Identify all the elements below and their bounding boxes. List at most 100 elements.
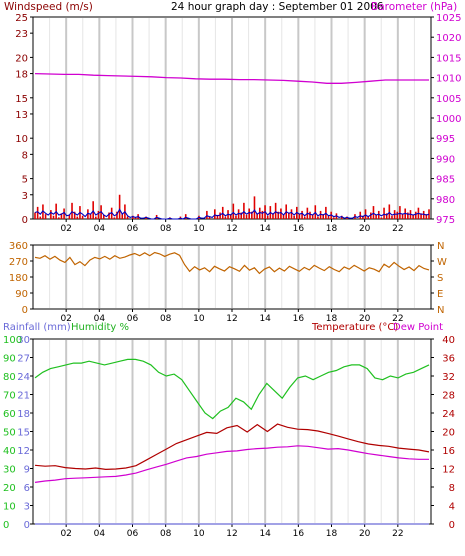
temperature-axis-tick-label: 20 <box>442 428 455 439</box>
rainfall-axis-tick-label: 24 <box>17 372 30 383</box>
humidity-axis-tick-label: 80 <box>3 372 16 383</box>
windspeed-axis-tick-label: 25 <box>15 13 28 24</box>
direction-x-tick-label: 06 <box>127 314 139 324</box>
windspeed-axis-tick-label: 8 <box>22 150 28 161</box>
climate-x-tick-label: 04 <box>94 529 106 539</box>
climate-x-tick-label: 02 <box>60 529 71 539</box>
direction-degrees-axis-tick-label: 360 <box>9 241 28 252</box>
direction-x-tick-label: 04 <box>94 314 106 324</box>
direction-x-tick-label: 22 <box>392 314 403 324</box>
wind-x-tick-label: 04 <box>94 224 106 234</box>
temperature-axis-tick-label: 32 <box>442 372 455 383</box>
direction-x-tick-label: 10 <box>193 314 205 324</box>
climate-x-tick-label: 20 <box>359 529 371 539</box>
humidity-axis-title: Humidity % <box>71 322 129 333</box>
wind-x-tick-label: 06 <box>127 224 139 234</box>
wind-barometer-panel: 02 04 06 08 10 12 14 16 18 20 22 0 3 5 8 10 13 15 18 20 23 25… <box>15 13 461 234</box>
humidity-axis-tick-label: 10 <box>3 502 16 513</box>
dewpoint-axis-title: Dew Point <box>393 322 443 333</box>
barometer-axis-tick-label: 1000 <box>436 114 461 125</box>
humidity-axis-tick-label: 0 <box>3 520 9 531</box>
direction-x-tick-label: 08 <box>160 314 172 324</box>
climate-x-tick-label: 22 <box>392 529 403 539</box>
direction-degrees-axis-tick-label: 270 <box>9 257 28 268</box>
temperature-axis-tick-label: 24 <box>442 409 455 420</box>
windspeed-axis-tick-label: 18 <box>15 70 28 81</box>
climate-x-tick-label: 10 <box>193 529 205 539</box>
barometer-axis-tick-label: 1005 <box>436 94 461 105</box>
climate-x-tick-label: 14 <box>259 529 271 539</box>
direction-compass-axis-tick-label: S <box>437 273 443 284</box>
climate-x-tick-label: 06 <box>127 529 139 539</box>
barometer-line <box>34 72 429 84</box>
direction-degrees-axis-tick-label: 90 <box>15 289 28 300</box>
dewpoint-line <box>34 445 429 483</box>
direction-x-tick-label: 02 <box>60 314 71 324</box>
direction-compass-axis-tick-label: N <box>437 305 444 316</box>
windspeed-axis-tick-label: 10 <box>15 134 28 145</box>
barometer-axis-title: Barometer (hPa) <box>371 1 457 13</box>
windspeed-axis-title: Windspeed (m/s) <box>4 1 93 13</box>
direction-compass-axis-tick-label: E <box>437 289 443 300</box>
direction-x-tick-label: 18 <box>326 314 338 324</box>
humidity-axis-tick-label: 20 <box>3 483 16 494</box>
humidity-axis-tick-label: 70 <box>3 391 16 402</box>
rainfall-axis-title: Rainfall (mm) <box>3 322 71 333</box>
wind-x-tick-label: 14 <box>259 224 271 234</box>
temperature-axis-title: Temperature (°C) <box>311 322 398 333</box>
wind-x-tick-label: 22 <box>392 224 403 234</box>
rainfall-axis-tick-label: 15 <box>17 428 30 439</box>
climate-x-tick-label: 12 <box>226 529 237 539</box>
windspeed-axis-tick-label: 23 <box>15 29 28 40</box>
direction-x-tick-label: 20 <box>359 314 371 324</box>
wind-direction-line <box>34 251 430 275</box>
humidity-axis-tick-label: 60 <box>3 409 16 420</box>
direction-compass-axis-tick-label: W <box>437 257 447 268</box>
direction-x-tick-label: 14 <box>259 314 271 324</box>
windspeed-axis-tick-label: 15 <box>15 94 28 105</box>
windspeed-axis-tick-label: 3 <box>22 191 28 202</box>
wind-x-tick-label: 08 <box>160 224 172 234</box>
graph-title: 24 hour graph day : September 01 2006 <box>171 1 384 13</box>
wind-x-tick-label: 20 <box>359 224 371 234</box>
wind-x-tick-label: 16 <box>293 224 305 234</box>
barometer-axis-tick-label: 1015 <box>436 53 461 64</box>
rainfall-axis-tick-label: 12 <box>17 446 30 457</box>
barometer-axis-tick-label: 1020 <box>436 33 461 44</box>
direction-degrees-axis-tick-label: 0 <box>22 305 28 316</box>
humidity-axis-tick-label: 50 <box>3 428 16 439</box>
direction-degrees-axis-tick-label: 180 <box>9 273 28 284</box>
windspeed-axis-tick-label: 5 <box>22 175 28 186</box>
temperature-axis-tick-label: 36 <box>442 354 455 365</box>
temperature-axis-tick-label: 8 <box>449 483 455 494</box>
temperature-line <box>34 423 430 471</box>
climate-x-tick-label: 08 <box>160 529 172 539</box>
wind-x-tick-label: 02 <box>60 224 71 234</box>
windspeed-axis-tick-label: 13 <box>15 110 28 121</box>
direction-compass-axis-tick-label: N <box>437 241 444 252</box>
direction-x-tick-label: 16 <box>293 314 305 324</box>
temperature-axis-tick-label: 0 <box>449 520 455 531</box>
temperature-axis-tick-label: 40 <box>442 335 455 346</box>
rainfall-axis-tick-label: 27 <box>17 354 30 365</box>
climate-x-tick-label: 18 <box>326 529 338 539</box>
rainfall-axis-tick-label: 18 <box>17 409 30 420</box>
rainfall-axis-tick-label: 30 <box>17 335 30 346</box>
rainfall-axis-tick-label: 21 <box>17 391 30 402</box>
direction-x-tick-label: 12 <box>226 314 237 324</box>
humidity-line <box>34 358 430 420</box>
barometer-axis-tick-label: 985 <box>436 175 455 186</box>
wind-x-tick-label: 12 <box>226 224 237 234</box>
wind-x-tick-label: 10 <box>193 224 205 234</box>
rainfall-axis-tick-label: 0 <box>24 520 30 531</box>
barometer-axis-tick-label: 995 <box>436 134 455 145</box>
rainfall-axis-tick-label: 6 <box>24 483 30 494</box>
average-windspeed-line <box>34 208 430 220</box>
barometer-axis-tick-label: 990 <box>436 154 455 165</box>
temperature-axis-tick-label: 28 <box>442 391 455 402</box>
barometer-axis-tick-label: 1025 <box>436 13 461 24</box>
humidity-axis-tick-label: 30 <box>3 465 16 476</box>
rain-humidity-temp-panel: 02 04 06 08 10 12 14 16 18 20 22036912151821242730… <box>3 335 455 539</box>
rainfall-axis-tick-label: 9 <box>24 465 30 476</box>
